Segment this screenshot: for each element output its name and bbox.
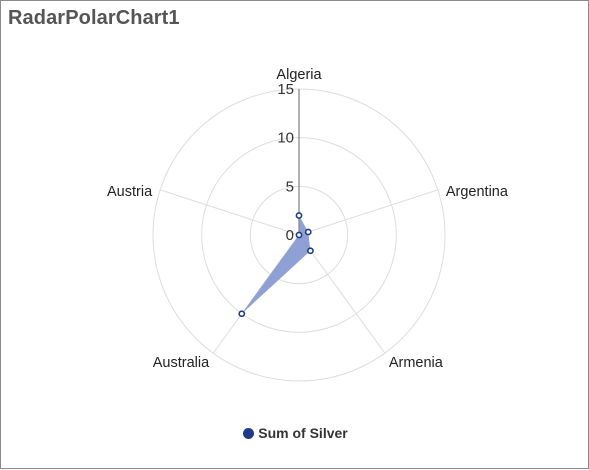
legend[interactable]: Sum of Silver — [1, 425, 589, 441]
data-point[interactable] — [307, 247, 314, 255]
category-label: Algeria — [276, 67, 322, 83]
category-label: Argentina — [446, 184, 509, 200]
data-point[interactable] — [238, 310, 246, 318]
radial-tick-label: 10 — [277, 130, 294, 147]
radial-tick-label: 0 — [286, 227, 294, 244]
legend-marker — [243, 427, 255, 439]
data-point[interactable] — [295, 231, 303, 239]
category-label: Australia — [153, 355, 210, 371]
axis-spoke — [298, 234, 386, 354]
data-point[interactable] — [295, 212, 303, 219]
series-layer — [238, 212, 314, 318]
radial-tick-label: 5 — [286, 178, 294, 195]
category-label: Armenia — [389, 355, 444, 371]
data-point[interactable] — [304, 228, 312, 236]
chart-title: RadarPolarChart1 — [8, 7, 180, 29]
axis-spoke — [298, 189, 439, 236]
category-label: Austria — [107, 184, 153, 200]
axis-spoke — [212, 234, 300, 354]
axis-spoke — [159, 189, 300, 236]
series-area — [241, 215, 311, 314]
legend-label: Sum of Silver — [258, 425, 348, 441]
radial-tick-label: 15 — [277, 81, 294, 98]
